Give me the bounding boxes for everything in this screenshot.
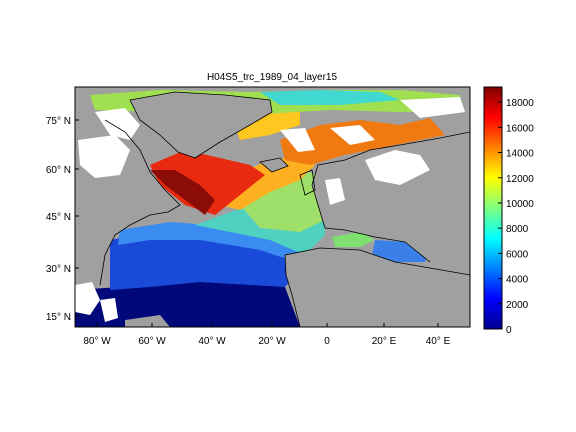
- x-tick-label: 40° W: [198, 336, 226, 347]
- irminger-sea-region: [150, 150, 265, 215]
- x-tick-label: 0: [324, 336, 330, 347]
- coastline-britain: [299, 169, 316, 196]
- coastline-iceland: [259, 157, 289, 173]
- x-tick-label: 20° E: [372, 336, 397, 347]
- colorbar-gradient: [483, 86, 503, 330]
- colorbar: 0 2000 4000 6000 8000 10000 12000 14000 16000 180…: [483, 86, 534, 336]
- y-tick-label: 30° N: [46, 264, 71, 275]
- colorbar-tick-label: 4000: [506, 275, 529, 286]
- arctic-north-region: [260, 90, 400, 105]
- map-area: [75, 87, 470, 327]
- labrador-sea-region: [150, 170, 215, 215]
- nodata-gulf-mexico: [100, 298, 118, 322]
- africa: [285, 248, 470, 327]
- colorbar-tick-label: 12000: [506, 174, 534, 185]
- x-tick-label: 40° E: [426, 336, 451, 347]
- coastline-africa: [284, 247, 470, 327]
- greenland: [130, 92, 272, 158]
- colorbar-tick-label: 0: [506, 325, 512, 336]
- x-axis: 80° W 60° W 40° W 20° W 0 20° E 40° E: [83, 323, 451, 347]
- nodata-arctic: [400, 97, 465, 118]
- europe-asia: [312, 132, 470, 272]
- mediterranean-west-region: [332, 232, 375, 247]
- colorbar-tick-label: 16000: [506, 123, 534, 134]
- y-tick-label: 15° N: [46, 312, 71, 323]
- ne-atlantic-region: [240, 172, 325, 232]
- y-tick-label: 75° N: [46, 116, 71, 127]
- colorbar-tick-label: 8000: [506, 224, 529, 235]
- south-america: [125, 315, 170, 327]
- colorbar-tick-label: 2000: [506, 300, 529, 311]
- y-tick-label: 60° N: [46, 165, 71, 176]
- coastline-europe: [311, 131, 470, 263]
- coastlines: [99, 91, 470, 327]
- colorbar-ticks: 0 2000 4000 6000 8000 10000 12000 14000 16000 180…: [498, 98, 534, 336]
- colorbar-tick-label: 18000: [506, 98, 534, 109]
- coastline-greenland: [129, 91, 273, 159]
- nodata-barents: [330, 125, 375, 145]
- nodata-greenland-east: [280, 128, 315, 152]
- y-tick-label: 45° N: [46, 212, 71, 223]
- x-tick-label: 20° W: [258, 336, 286, 347]
- nodata-caribbean: [75, 282, 100, 315]
- tropical-atlantic-region: [75, 282, 300, 327]
- nodata-scandinavia: [365, 150, 430, 185]
- x-tick-label: 60° W: [138, 336, 166, 347]
- y-axis: 15° N 30° N 45° N 60° N 75° N: [46, 116, 79, 323]
- x-tick-label: 80° W: [83, 336, 111, 347]
- colorbar-tick-label: 10000: [506, 199, 534, 210]
- nodata-north-sea: [325, 178, 345, 205]
- nodata-baffin: [95, 108, 140, 140]
- nodata-hudson-bay: [78, 135, 130, 178]
- coastline-north-america: [99, 119, 181, 286]
- colorbar-tick-label: 14000: [506, 149, 534, 160]
- chart-title: H04S5_trc_1989_04_layer15: [207, 72, 338, 83]
- colorbar-tick-label: 6000: [506, 249, 529, 260]
